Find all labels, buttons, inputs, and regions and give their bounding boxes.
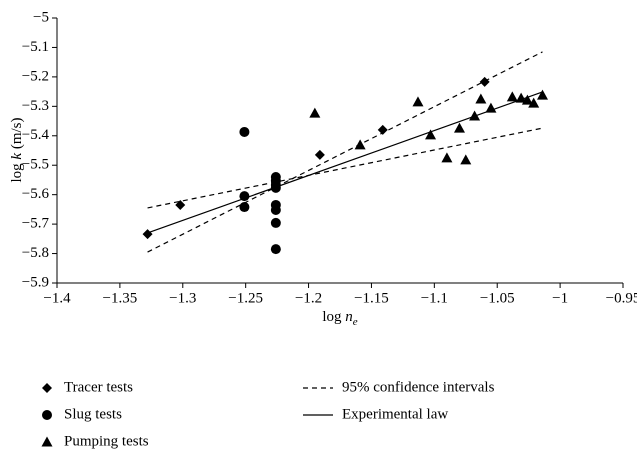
point xyxy=(475,93,487,104)
x-tick-label: −1 xyxy=(552,290,568,306)
y-tick-label: −5.1 xyxy=(22,39,49,55)
point xyxy=(441,152,453,163)
point xyxy=(485,102,497,113)
legend-label: Experimental law xyxy=(342,406,448,422)
point xyxy=(521,94,533,105)
x-tick-label: −0.95 xyxy=(606,290,637,306)
trend-line xyxy=(147,51,543,253)
point xyxy=(460,154,472,165)
legend-label: Slug tests xyxy=(64,406,122,422)
point xyxy=(239,202,250,213)
y-tick-label: −5.8 xyxy=(22,245,49,261)
x-tick-label: −1.1 xyxy=(421,290,448,306)
y-tick-label: −5.6 xyxy=(22,186,50,202)
point xyxy=(453,122,465,133)
legend-marker xyxy=(41,436,53,447)
point xyxy=(270,244,281,255)
point xyxy=(142,229,153,240)
point xyxy=(314,149,325,160)
point xyxy=(528,97,540,108)
y-tick-label: −5.5 xyxy=(22,157,49,173)
x-tick-label: −1.25 xyxy=(228,290,263,306)
point xyxy=(309,107,321,118)
y-tick-label: −5.9 xyxy=(22,274,49,290)
legend-label: 95% confidence intervals xyxy=(342,379,495,395)
x-tick-label: −1.3 xyxy=(169,290,196,306)
point xyxy=(175,199,186,210)
x-tick-label: −1.35 xyxy=(103,290,138,306)
x-axis-label: log ne xyxy=(322,309,357,327)
y-axis-label: log k (m/s) xyxy=(9,117,25,182)
x-tick-label: −1.05 xyxy=(480,290,515,306)
point xyxy=(425,129,437,140)
x-tick-label: −1.15 xyxy=(354,290,389,306)
legend-marker xyxy=(42,410,52,420)
trend-line xyxy=(147,91,543,234)
y-tick-label: −5.2 xyxy=(22,68,49,84)
y-tick-label: −5.3 xyxy=(22,98,49,114)
point xyxy=(239,126,250,137)
point xyxy=(506,91,518,102)
legend-marker xyxy=(42,383,52,393)
point xyxy=(270,204,281,215)
point xyxy=(479,76,490,87)
point xyxy=(270,217,281,228)
y-tick-label: −5 xyxy=(33,9,49,25)
legend-label: Pumping tests xyxy=(64,433,149,449)
trend-line xyxy=(147,127,543,209)
y-tick-label: −5.7 xyxy=(22,216,50,232)
x-tick-label: −1.4 xyxy=(43,290,71,306)
point xyxy=(377,124,388,135)
legend-label: Tracer tests xyxy=(64,379,133,395)
x-tick-label: −1.2 xyxy=(295,290,322,306)
point xyxy=(412,96,424,107)
y-tick-label: −5.4 xyxy=(22,127,50,143)
point xyxy=(537,89,549,100)
